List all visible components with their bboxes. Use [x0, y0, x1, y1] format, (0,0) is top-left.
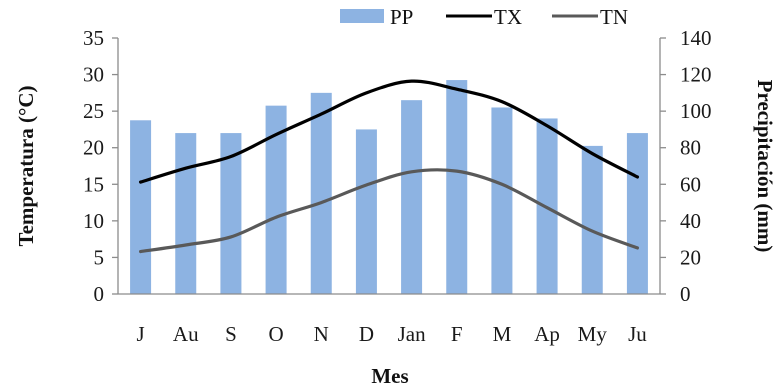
- legend-pp-swatch: [340, 9, 384, 23]
- category-label: My: [578, 322, 608, 346]
- bar-pp-Jan: [401, 100, 422, 294]
- right-ticks: 0 20 40 60 80 100 120 140: [660, 26, 712, 306]
- legend: PP TX TN: [340, 5, 628, 29]
- category-label: Ju: [628, 322, 647, 346]
- bar-pp-F: [446, 80, 467, 294]
- bar-pp-D: [356, 129, 377, 294]
- left-tick-label: 15: [83, 172, 104, 196]
- right-tick-label: 100: [680, 99, 712, 123]
- bar-pp-M: [491, 107, 512, 294]
- bar-pp-My: [582, 146, 603, 294]
- category-label: D: [359, 322, 374, 346]
- category-label: F: [451, 322, 463, 346]
- left-tick-label: 5: [94, 245, 105, 269]
- right-tick-label: 60: [680, 172, 701, 196]
- category-label: J: [136, 322, 144, 346]
- line-tx: [141, 81, 638, 182]
- category-label: Ap: [534, 322, 560, 346]
- category-label: Jan: [398, 322, 426, 346]
- precipitation-bars: [130, 80, 648, 294]
- left-tick-label: 10: [83, 209, 104, 233]
- legend-tx-label: TX: [494, 5, 522, 29]
- right-axis-title: Precipitación (mm): [753, 80, 777, 253]
- left-tick-label: 30: [83, 63, 104, 87]
- category-label: M: [493, 322, 512, 346]
- right-tick-label: 0: [680, 282, 691, 306]
- right-tick-label: 140: [680, 26, 712, 50]
- line-tn: [141, 170, 638, 252]
- left-tick-label: 0: [94, 282, 105, 306]
- right-tick-label: 80: [680, 136, 701, 160]
- category-labels: J Au S O N D Jan F M Ap My Ju: [136, 322, 647, 346]
- category-label: N: [314, 322, 329, 346]
- temperature-lines: [141, 81, 638, 251]
- bar-pp-Au: [175, 133, 196, 294]
- bar-pp-Ju: [627, 133, 648, 294]
- category-label: Au: [173, 322, 199, 346]
- left-tick-label: 25: [83, 99, 104, 123]
- x-axis-title: Mes: [371, 364, 408, 385]
- right-tick-label: 20: [680, 245, 701, 269]
- legend-tn-label: TN: [600, 5, 628, 29]
- left-tick-label: 20: [83, 136, 104, 160]
- right-tick-label: 40: [680, 209, 701, 233]
- legend-pp-label: PP: [390, 5, 413, 29]
- left-tick-label: 35: [83, 26, 104, 50]
- right-tick-label: 120: [680, 63, 712, 87]
- category-label: O: [268, 322, 283, 346]
- bar-pp-N: [311, 93, 332, 294]
- left-axis-title: Temperatura (°C): [14, 85, 38, 246]
- category-label: S: [225, 322, 237, 346]
- left-ticks: 0 5 10 15 20 25 30 35: [83, 26, 118, 306]
- bar-pp-J: [130, 120, 151, 294]
